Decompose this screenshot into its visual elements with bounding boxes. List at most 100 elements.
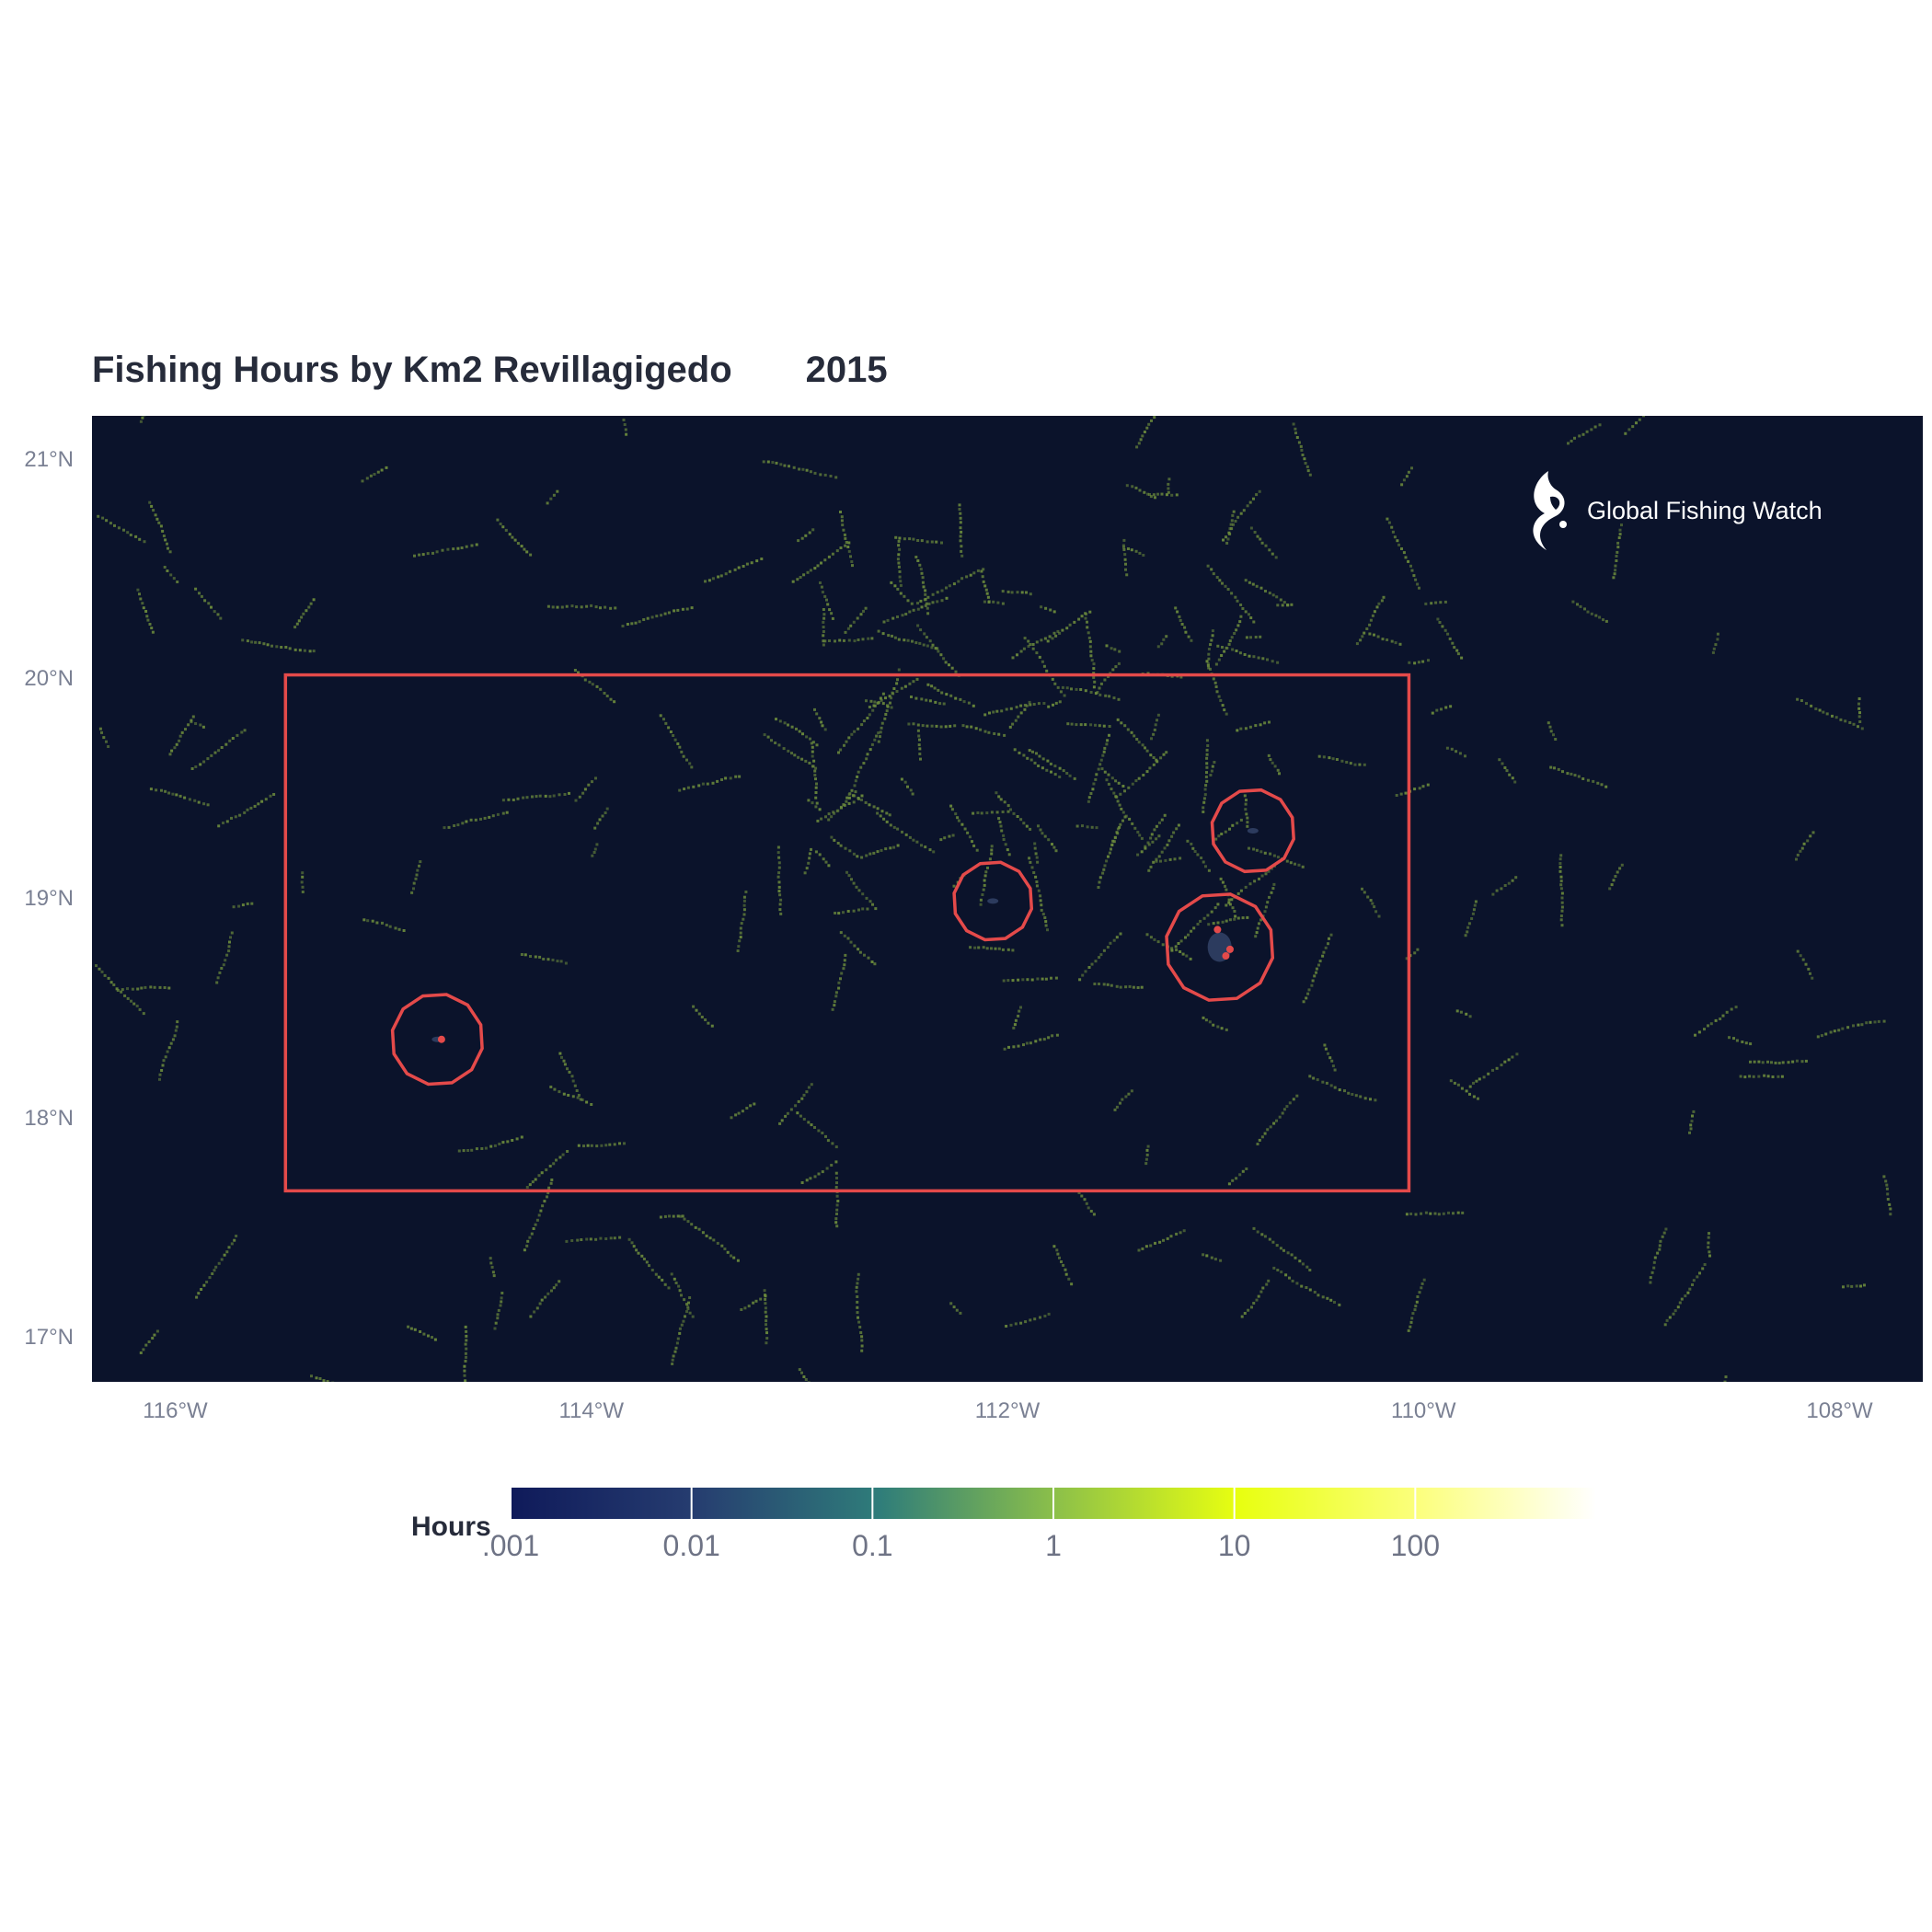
fishing-track-dot <box>1034 1040 1038 1043</box>
fishing-track-dot <box>581 1098 584 1101</box>
fishing-track-dot <box>1145 933 1149 937</box>
fishing-track-dot <box>1002 838 1006 841</box>
fishing-track-dot <box>1390 639 1394 643</box>
fishing-track-dot <box>150 504 154 508</box>
fishing-track-dot <box>1029 827 1032 831</box>
fishing-track-dot <box>1328 1056 1332 1060</box>
fishing-track-dot <box>813 567 817 570</box>
fishing-track-dot <box>1267 753 1271 757</box>
fishing-track-dot <box>1221 704 1225 707</box>
fishing-track-dot <box>839 748 843 752</box>
fishing-track-dot <box>1513 780 1517 784</box>
fishing-track-dot <box>843 934 846 937</box>
fishing-track-dot <box>957 819 960 822</box>
fishing-track-dot <box>1006 590 1010 593</box>
fishing-track-dot <box>580 1238 583 1241</box>
fishing-track-dot <box>1044 606 1048 610</box>
legend-title: Hours <box>411 1512 491 1542</box>
fishing-track-dot <box>1240 1315 1244 1318</box>
fishing-track-dot <box>1805 702 1808 706</box>
fishing-track-dot <box>540 1298 544 1302</box>
fishing-track-dot <box>897 565 901 569</box>
fishing-track-dot <box>1193 850 1197 853</box>
fishing-track-dot <box>1472 1081 1475 1085</box>
fishing-track-dot <box>860 1349 864 1352</box>
fishing-track-dot <box>1184 630 1188 634</box>
fishing-track-dot <box>416 868 420 872</box>
fishing-track-dot <box>1286 1251 1290 1255</box>
fishing-track-dot <box>1121 811 1125 814</box>
fishing-track-dot <box>1656 1251 1660 1255</box>
fishing-track-dot <box>1102 983 1106 986</box>
fishing-track-dot <box>1231 906 1235 910</box>
fishing-track-dot <box>1264 544 1268 547</box>
fishing-track-dot <box>206 803 210 807</box>
fishing-track-dot <box>1255 931 1259 935</box>
fishing-track-dot <box>200 1288 203 1291</box>
fishing-track-dot <box>528 1236 532 1239</box>
fishing-track-dot <box>1308 1075 1312 1078</box>
fishing-track-dot <box>1691 1114 1694 1118</box>
fishing-track-dot <box>1324 946 1328 949</box>
fishing-track-dot <box>954 696 958 700</box>
fishing-track-dot <box>1407 559 1410 563</box>
fishing-track-dot <box>811 750 814 753</box>
fishing-track-dot <box>1014 1018 1018 1022</box>
fishing-track-dot <box>1147 868 1151 872</box>
fishing-track-dot <box>1376 635 1380 638</box>
fishing-track-dot <box>573 1084 577 1087</box>
fishing-track-dot <box>1405 1213 1409 1216</box>
fishing-track-dot <box>1326 1296 1329 1300</box>
fishing-track-dot <box>586 1144 590 1147</box>
fishing-track-dot <box>1698 1271 1701 1275</box>
fishing-track-dot <box>222 822 224 824</box>
fishing-track-dot <box>1039 1038 1042 1041</box>
fishing-track-dot <box>924 845 927 849</box>
island-buffer-2 <box>952 860 1034 942</box>
fishing-track-dot <box>1025 704 1029 707</box>
fishing-track-dot <box>814 786 818 789</box>
fishing-track-dot <box>1618 533 1622 536</box>
fishing-track-dot <box>810 1123 813 1127</box>
fishing-track-dot <box>1359 638 1363 642</box>
fishing-track-dot <box>534 1178 537 1181</box>
fishing-track-dot <box>1831 714 1834 718</box>
fishing-track-dot <box>1612 576 1616 580</box>
fishing-track-dot <box>814 805 818 809</box>
fishing-track-dot <box>690 765 694 769</box>
fishing-track-dot <box>1590 612 1593 615</box>
fishing-track-dot <box>1152 493 1156 497</box>
fishing-track-dot <box>1109 941 1112 945</box>
fishing-track-dot <box>683 1298 686 1302</box>
fishing-track-dot <box>808 531 811 535</box>
fishing-track-dot <box>1299 444 1303 448</box>
fishing-track-dot <box>126 531 130 535</box>
fishing-track-dot <box>1559 887 1563 891</box>
fishing-track-dot <box>1800 846 1804 850</box>
fishing-track-dot <box>912 608 915 612</box>
fishing-track-dot <box>671 1358 674 1362</box>
fishing-track-dot <box>1212 572 1215 576</box>
fishing-track-dot <box>1353 763 1357 766</box>
fishing-track-dot <box>990 845 994 848</box>
fishing-track-dot <box>1051 843 1053 846</box>
fishing-track-dot <box>1031 750 1034 753</box>
fishing-track-dot <box>123 994 127 997</box>
fishing-track-dot <box>540 1171 544 1175</box>
fishing-track-dot <box>908 835 912 839</box>
fishing-track-dot <box>1180 623 1184 626</box>
fishing-track-dot <box>558 793 561 797</box>
fishing-track-dot <box>959 516 962 520</box>
fishing-track-dot <box>1154 1241 1156 1245</box>
fishing-track-dot <box>885 709 889 713</box>
fishing-track-dot <box>618 1236 622 1239</box>
fishing-track-dot <box>595 684 599 688</box>
fishing-track-dot <box>1691 1283 1694 1286</box>
fishing-track-dot <box>1029 1041 1032 1045</box>
fishing-track-dot <box>595 843 599 846</box>
fishing-track-dot <box>1802 842 1806 845</box>
fishing-track-dot <box>1152 763 1156 766</box>
fishing-track-dot <box>1067 1277 1071 1281</box>
fishing-track-dot <box>1170 493 1174 497</box>
fishing-track-dot <box>1051 1034 1054 1038</box>
